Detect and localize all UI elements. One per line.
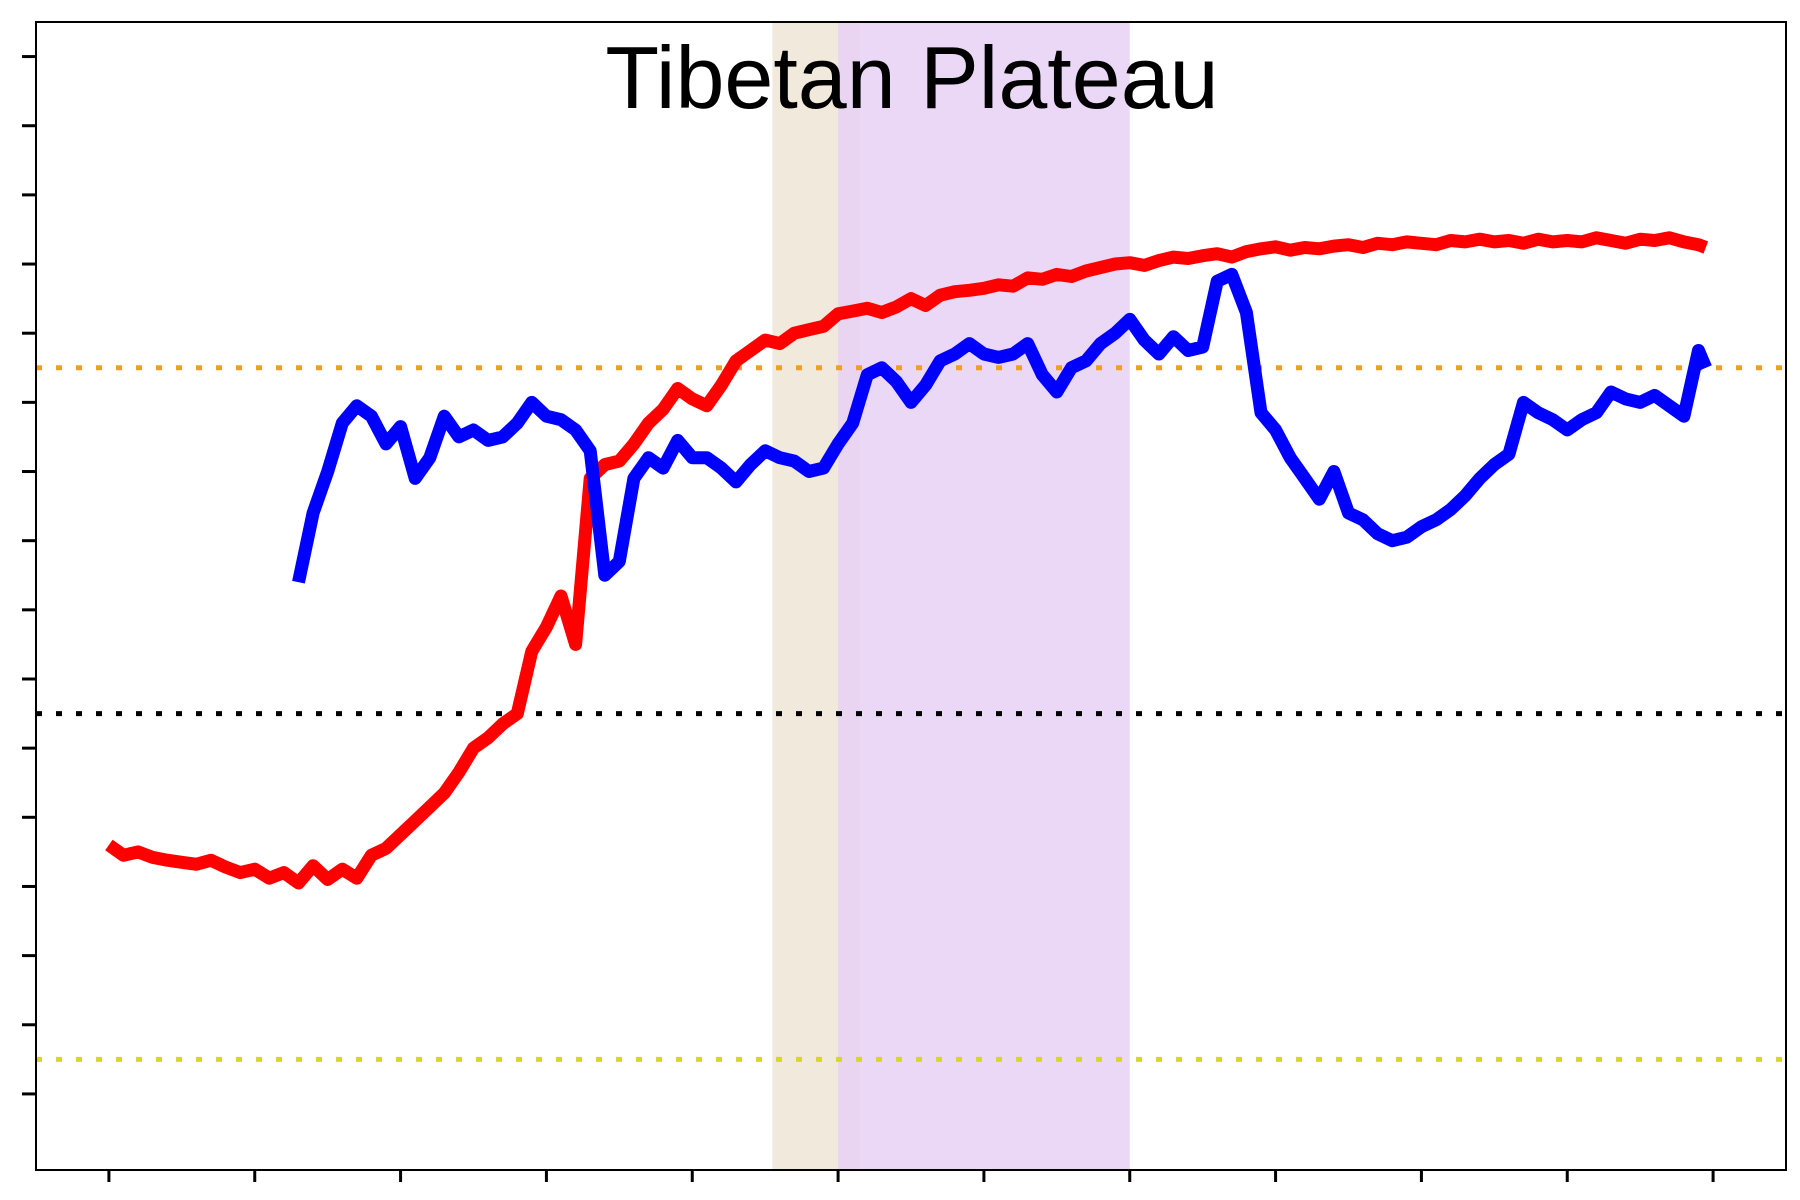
series-line-1 <box>105 231 1709 890</box>
chart-title: Tibetan Plateau <box>605 28 1218 127</box>
shaded-region-2 <box>838 22 1130 1170</box>
plot-frame <box>35 21 1787 1171</box>
x-axis-ticks <box>107 1170 1715 1182</box>
series-lines <box>105 231 1712 890</box>
series-line-2 <box>292 267 1712 584</box>
shaded-regions <box>772 22 1130 1170</box>
y-axis-ticks <box>22 55 36 1096</box>
